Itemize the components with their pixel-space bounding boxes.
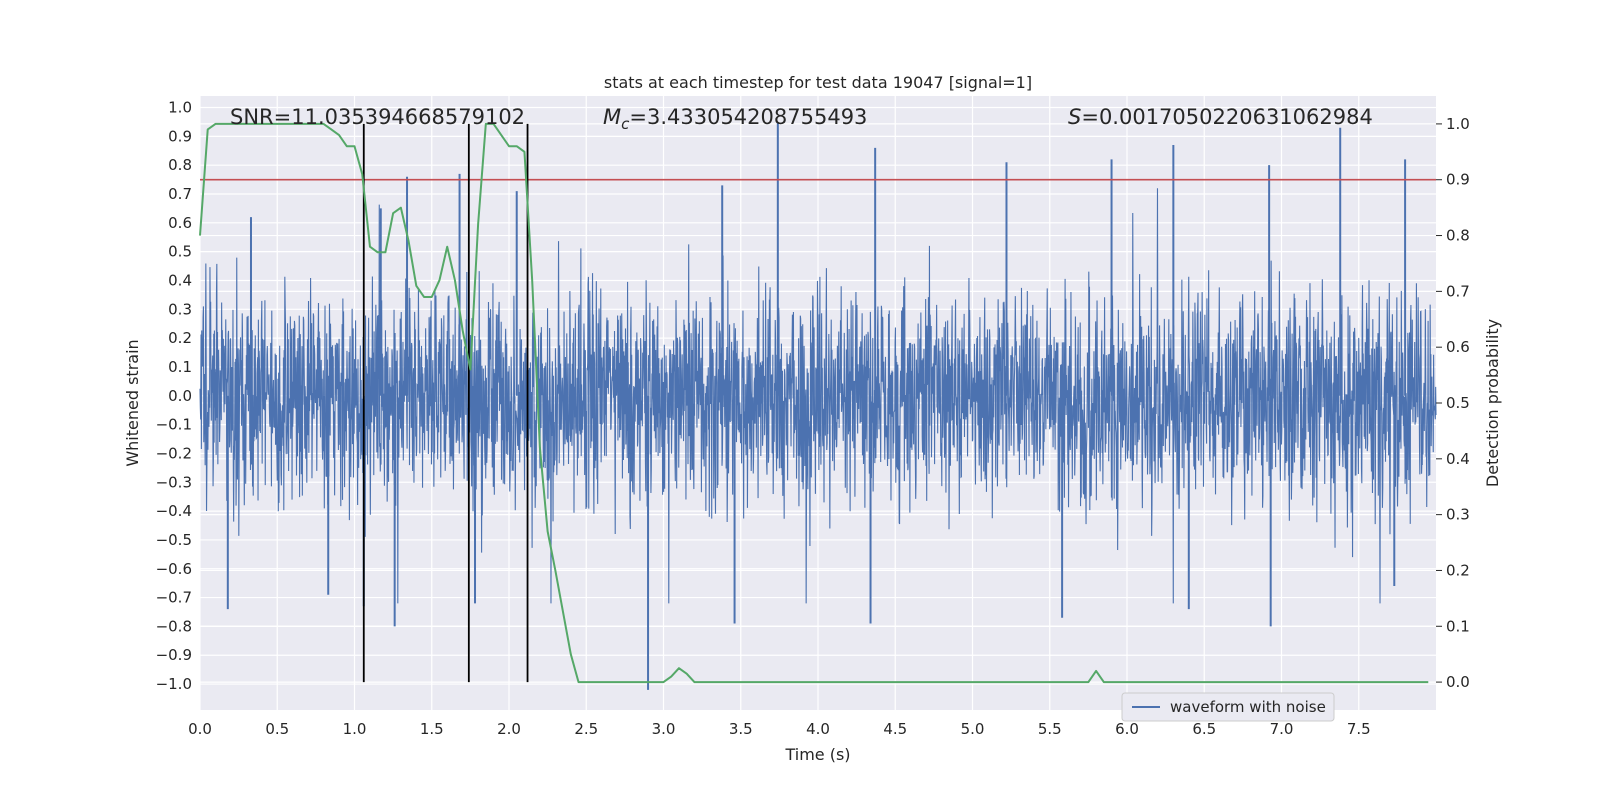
y-tick-label: −0.8 [156, 617, 192, 635]
chirp-mass-value: =3.433054208755493 [629, 105, 867, 129]
y2-tick-label: 0.1 [1446, 617, 1470, 635]
chirp-mass-subscript: c [621, 115, 630, 133]
s-value: =0.0017050220631062984 [1081, 105, 1373, 129]
y-tick-label: −0.6 [156, 560, 192, 578]
y2-tick-labels: 1.0 0.9 0.8 0.7 0.6 0.5 0.4 0.3 0.2 0.1 0.0 [1436, 115, 1470, 691]
y-tick-label: 0.3 [168, 300, 192, 318]
y-tick-label: 0.4 [168, 271, 192, 289]
y-tick-label: 1.0 [168, 99, 192, 117]
x-axis-label: Time (s) [784, 745, 850, 764]
y2-tick-label: 0.2 [1446, 561, 1470, 579]
legend-box [1121, 692, 1335, 722]
chirp-mass-symbol: M [603, 105, 621, 129]
waveform-series [199, 121, 1437, 690]
y-tick-label: 0.1 [168, 358, 192, 376]
y2-tick-label: 0.6 [1446, 338, 1470, 356]
y-tick-labels: 1.0 0.9 0.8 0.7 0.6 0.5 0.4 0.3 0.2 0.1 0.0 −0.1 −0.… [156, 99, 192, 694]
y-tick-label: −0.7 [156, 589, 192, 607]
x-tick-label: 3.0 [652, 720, 676, 738]
x-tick-label: 5.0 [961, 720, 985, 738]
x-tick-label: 0.0 [188, 720, 212, 738]
x-tick-label: 2.0 [497, 720, 521, 738]
chirp-mass-annotation: Mc=3.433054208755493 [603, 105, 867, 133]
y-tick-label: −0.2 [156, 444, 192, 462]
y2-tick-label: 0.3 [1446, 506, 1470, 524]
y-tick-label: −0.5 [156, 531, 192, 549]
x-tick-label: 1.5 [420, 720, 444, 738]
x-tick-label: 7.0 [1270, 720, 1294, 738]
y2-tick-label: 1.0 [1446, 115, 1470, 133]
y2-tick-label: 0.7 [1446, 282, 1470, 300]
chart-title: stats at each timestep for test data 190… [604, 73, 1032, 92]
s-annotation: S=0.0017050220631062984 [1068, 105, 1373, 129]
y2-tick-label: 0.5 [1446, 394, 1470, 412]
y2-tick-label: 0.8 [1446, 227, 1470, 245]
probability-line [199, 122, 1429, 684]
x-tick-label: 5.5 [1038, 720, 1062, 738]
snr-annotation: SNR=11.035394668579102 [230, 105, 525, 129]
x-tick-label: 4.0 [806, 720, 830, 738]
s-symbol: S [1068, 105, 1081, 129]
x-tick-label: 4.5 [883, 720, 907, 738]
y-tick-label: 0.8 [168, 156, 192, 174]
legend-label: waveform with noise [1170, 698, 1326, 716]
y-tick-label: −0.3 [156, 473, 192, 491]
x-tick-labels: 0.0 0.5 1.0 1.5 2.0 2.5 3.0 3.5 4.0 4.5 5.0 5.5 6.0 6… [188, 720, 1371, 738]
y-tick-label: −0.9 [156, 646, 192, 664]
y-tick-label: 0.7 [168, 185, 192, 203]
y-tick-label: −1.0 [156, 675, 192, 693]
y2-tick-label: 0.0 [1446, 673, 1470, 691]
legend: waveform with noise [1121, 692, 1335, 722]
y-tick-label: −0.1 [156, 416, 192, 434]
y2-tick-label: 0.9 [1446, 171, 1470, 189]
x-tick-label: 7.5 [1347, 720, 1371, 738]
y-tick-label: 0.2 [168, 329, 192, 347]
y2-axis-label: Detection probability [1483, 319, 1502, 487]
y-tick-label: 0.5 [168, 243, 192, 261]
x-tick-label: 6.0 [1115, 720, 1139, 738]
y-tick-label: 0.6 [168, 214, 192, 232]
probability-series [199, 122, 1429, 684]
y2-tick-label: 0.4 [1446, 450, 1470, 468]
x-tick-label: 1.0 [343, 720, 367, 738]
x-tick-label: 2.5 [574, 720, 598, 738]
x-tick-label: 6.5 [1192, 720, 1216, 738]
y-axis-label: Whitened strain [123, 339, 142, 466]
waveform-line [199, 188, 1437, 604]
y-tick-label: 0.0 [168, 387, 192, 405]
y-tick-label: 0.9 [168, 127, 192, 145]
x-tick-label: 0.5 [265, 720, 289, 738]
x-tick-label: 3.5 [729, 720, 753, 738]
y-tick-label: −0.4 [156, 502, 192, 520]
